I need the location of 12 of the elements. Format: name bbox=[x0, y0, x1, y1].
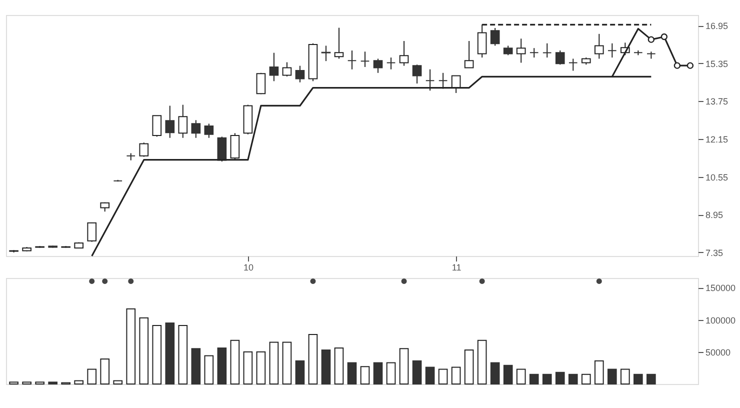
y-tick-label: 15.35 bbox=[706, 58, 728, 69]
y-tick-label: 7.35 bbox=[706, 248, 724, 258]
y-tick-label: 8.95 bbox=[706, 210, 724, 220]
y-tick-label: 16.95 bbox=[706, 21, 728, 32]
y-tick-label: 10.55 bbox=[706, 172, 728, 182]
y-tick-label: 13.75 bbox=[706, 96, 728, 107]
y-tick-label: 150000 bbox=[706, 283, 736, 294]
x-tick-label: 10 bbox=[243, 262, 254, 272]
y-tick-label: 50000 bbox=[706, 347, 731, 358]
y-tick-label: 100000 bbox=[706, 315, 736, 326]
y-tick-label: 12.15 bbox=[706, 134, 728, 145]
x-tick-label: 11 bbox=[452, 262, 462, 272]
